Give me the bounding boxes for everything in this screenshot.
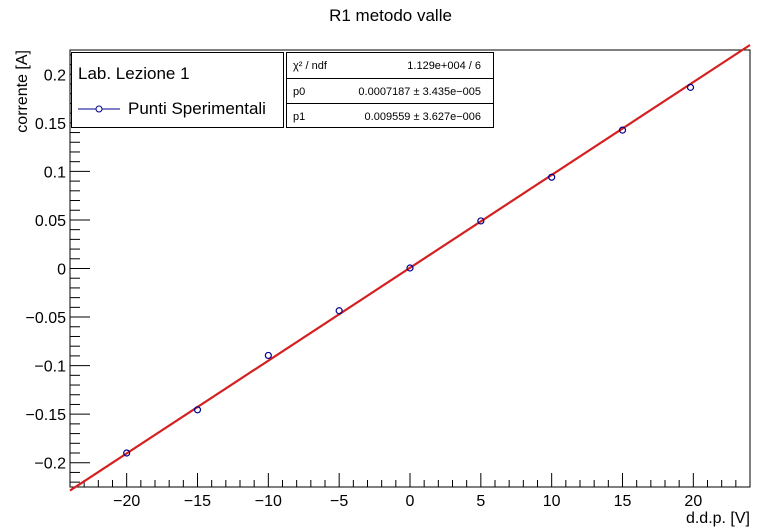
x-tick-label: 20 (684, 493, 702, 510)
y-tick-label: 0.2 (44, 67, 66, 84)
data-point (477, 217, 485, 225)
y-tick-label: 0.15 (35, 116, 66, 133)
x-tick-label: −10 (255, 493, 282, 510)
legend: Lab. Lezione 1 Punti Sperimentali (71, 52, 284, 128)
stats-row-p0: p0 0.0007187 ± 3.435e−005 (287, 78, 493, 104)
x-tick-label: 10 (543, 493, 561, 510)
data-point (123, 449, 131, 457)
stats-value: 0.009559 ± 3.627e−006 (364, 111, 481, 123)
x-tick-label: 5 (476, 493, 485, 510)
y-tick-label: −0.05 (26, 310, 67, 327)
chart-title-line2: R1 metodo valle (329, 6, 452, 25)
y-tick-label: 0 (57, 262, 66, 279)
data-point (193, 406, 202, 414)
y-tick-label: 0.05 (35, 213, 66, 230)
legend-title: Lab. Lezione 1 (78, 64, 190, 83)
x-tick-label: 15 (614, 493, 632, 510)
fit-line (69, 44, 751, 492)
stats-name: p1 (293, 111, 306, 123)
x-tick-label: −5 (330, 493, 348, 510)
stats-row-chi2: χ² / ndf 1.129e+004 / 6 (287, 53, 493, 78)
data-point (335, 307, 343, 315)
data-point (264, 351, 272, 360)
stats-value: 0.0007187 ± 3.435e−005 (358, 86, 481, 98)
x-tick-label: 0 (406, 493, 415, 510)
x-tick-label: −20 (113, 493, 140, 510)
y-axis-label: corrente [A] (14, 50, 31, 133)
data-point (406, 264, 414, 272)
legend-entry-label: Punti Sperimentali (128, 99, 266, 118)
y-tick-label: 0.1 (44, 164, 66, 181)
stats-name: p0 (293, 86, 306, 98)
data-point (686, 83, 695, 91)
legend-entry: Punti Sperimentali (78, 99, 283, 119)
data-point (548, 173, 556, 181)
y-tick-label: −0.15 (26, 407, 67, 424)
data-point (618, 126, 627, 134)
x-tick-label: −15 (184, 493, 211, 510)
y-tick-label: −0.2 (34, 456, 66, 473)
x-axis-label: d.d.p. [V] (686, 510, 750, 527)
fit-stats-box: χ² / ndf 1.129e+004 / 6 p0 0.0007187 ± 3… (286, 52, 494, 128)
stats-name: χ² / ndf (293, 60, 327, 72)
legend-marker-icon (78, 105, 120, 113)
stats-row-p1: p1 0.009559 ± 3.627e−006 (287, 103, 493, 129)
y-tick-label: −0.1 (34, 359, 66, 376)
stats-value: 1.129e+004 / 6 (407, 60, 481, 72)
